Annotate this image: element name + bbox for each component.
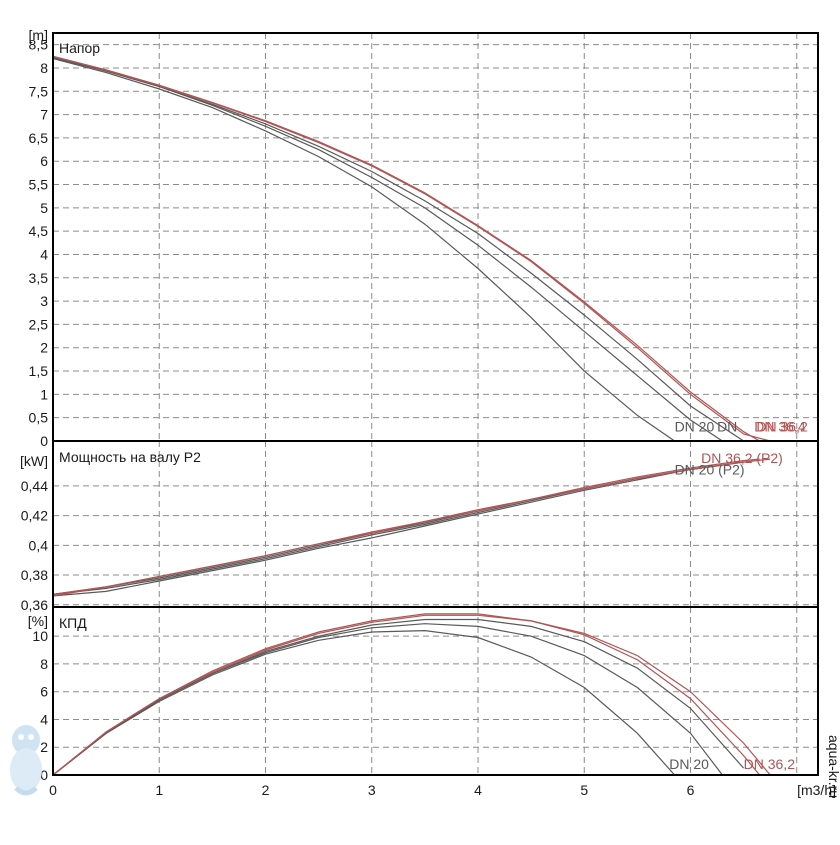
efficiency-curve-label: DN 36,2 (744, 756, 796, 772)
head-ytick-label: 4,5 (29, 223, 49, 239)
power-series-line-1 (52, 471, 675, 597)
power-series-line-5 (52, 458, 760, 595)
power-ytick-label: 0,4 (29, 537, 49, 553)
head-ytick-label: 6 (40, 153, 48, 169)
efficiency-panel-title: КПД (59, 615, 87, 631)
head-ytick-label: 3 (40, 293, 48, 309)
head-ytick-label: 7,5 (29, 83, 49, 99)
x-axis-label: [m3/h] (797, 782, 836, 798)
head-ytick-label: 8 (40, 60, 48, 76)
head-series-line-5 (52, 55, 760, 442)
efficiency-ytick-label: 0 (40, 767, 48, 783)
head-ytick-label: 1,5 (29, 363, 49, 379)
efficiency-ytick-label: 8 (40, 656, 48, 672)
power-ytick-label: 0,38 (21, 567, 48, 583)
efficiency-panel: 0 2 4 6 8 10[%] КПД DN 20 DN 36,2 0 1 2 3 4 5 6 [m3/h] (28, 606, 836, 798)
head-unit-label: [m] (29, 27, 48, 43)
efficiency-ytick-label: 10 (32, 628, 48, 644)
head-ytick-label: 4 (40, 246, 48, 262)
head-ytick-label: 6,5 (29, 130, 49, 146)
head-ytick-label: 2,5 (29, 316, 49, 332)
head-series-line-1 (52, 58, 675, 442)
head-curve-label: DN 20 (675, 419, 715, 435)
power-panel-title: Мощность на валу P2 (59, 449, 201, 465)
efficiency-ytick-label: 4 (40, 711, 48, 727)
head-panel: 0 0,5 1 1,5 2 2,5 3 3,5 4 4,5 5 5,5 6 6,5 7 7,5 8 8,5[m] Н… (29, 27, 819, 449)
x-tick-label: 5 (580, 782, 588, 798)
head-ytick-label: 1 (40, 386, 48, 402)
efficiency-series-line-3 (52, 618, 745, 776)
head-ytick-label: 3,5 (29, 270, 49, 286)
mascot-logo (10, 725, 42, 796)
head-ytick-label: 0,5 (29, 410, 49, 426)
x-tick-label: 1 (155, 782, 163, 798)
head-ytick-label: 8,5 (29, 37, 49, 53)
x-tick-label: 2 (262, 782, 270, 798)
head-curve-label: DN (717, 419, 737, 435)
efficiency-series-line-1 (52, 629, 676, 776)
power-panel: 0,36 0,38 0,4 0,42 0,44 [kW] Мощность на валу … (20, 440, 819, 613)
efficiency-curve-label: DN 20 (669, 756, 709, 772)
power-curve-label: DN 36,2 (P2) (701, 450, 783, 466)
head-curve-label: DN 36,2 (756, 419, 808, 435)
head-curve-label: DN 36,4 (754, 419, 806, 435)
efficiency-ytick-label: 6 (40, 684, 48, 700)
x-tick-label: 0 (49, 782, 57, 798)
x-tick-label: 4 (474, 782, 482, 798)
head-ytick-label: 5,5 (29, 177, 49, 193)
efficiency-ytick-label: 2 (40, 739, 48, 755)
x-tick-label: 6 (687, 782, 695, 798)
x-tick-label: 3 (368, 782, 376, 798)
watermark-text: aqua-kr.ru (826, 735, 840, 798)
power-ytick-label: 0,36 (21, 597, 48, 613)
efficiency-panel-frame (52, 606, 819, 776)
power-curve-label: DN 20 (P2) (675, 462, 745, 478)
power-ytick-label: 0,44 (21, 478, 48, 494)
head-panel-title: Напор (59, 40, 100, 56)
power-unit-label: [kW] (20, 453, 48, 469)
head-ytick-label: 2 (40, 340, 48, 356)
head-ytick-label: 5 (40, 200, 48, 216)
head-ytick-label: 7 (40, 107, 48, 123)
head-ytick-label: 0 (40, 433, 48, 449)
power-ytick-label: 0,42 (21, 508, 48, 524)
efficiency-series-line-5 (52, 613, 761, 776)
efficiency-unit-label: [%] (28, 613, 48, 629)
head-series-line-3 (52, 57, 744, 442)
